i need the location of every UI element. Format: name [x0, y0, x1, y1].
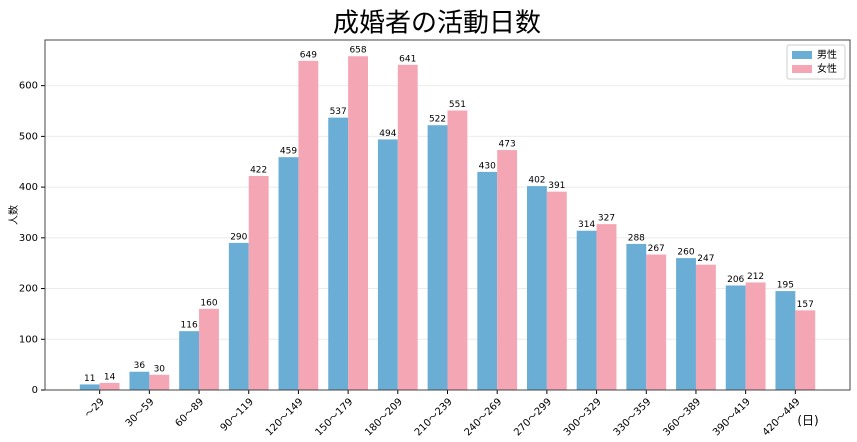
bar — [377, 139, 398, 390]
x-tick-label: 〜29 — [83, 396, 107, 420]
value-label: 473 — [499, 140, 516, 150]
bar — [199, 308, 219, 390]
value-label: 157 — [797, 300, 814, 310]
value-label: 247 — [697, 254, 714, 264]
bar — [427, 125, 448, 390]
x-tick-label: 90〜119 — [219, 396, 256, 433]
value-label: 36 — [134, 361, 146, 371]
bar — [695, 264, 716, 390]
x-tick-label: 150〜179 — [314, 396, 356, 438]
bar — [775, 291, 796, 390]
bar — [546, 191, 567, 390]
value-label: 658 — [349, 46, 366, 56]
value-label: 212 — [747, 272, 764, 282]
bar — [149, 374, 170, 390]
value-label: 314 — [578, 220, 595, 230]
bar — [527, 186, 547, 390]
y-tick-label: 600 — [19, 81, 38, 92]
legend-swatch — [792, 51, 812, 59]
plot-frame — [44, 39, 851, 391]
bar — [626, 243, 647, 390]
bar — [596, 224, 617, 390]
x-tick-label: 240〜269 — [463, 396, 505, 438]
bar — [248, 175, 269, 390]
bar — [179, 331, 200, 390]
x-tick-label: 420〜449 — [761, 396, 803, 438]
bar — [298, 60, 319, 391]
y-axis-label: 人数 — [7, 205, 20, 225]
x-annotation: (日) — [797, 414, 818, 428]
value-label: 116 — [181, 321, 198, 331]
y-tick-label: 400 — [19, 182, 38, 193]
value-label: 522 — [429, 115, 446, 125]
legend-swatch — [792, 65, 812, 73]
bar — [676, 258, 696, 390]
value-label: 30 — [154, 364, 166, 374]
y-tick-label: 200 — [19, 284, 38, 295]
value-label: 327 — [598, 214, 615, 224]
x-tick-label: 390〜419 — [711, 396, 753, 438]
value-label: 160 — [200, 298, 217, 308]
x-tick-label: 300〜329 — [562, 396, 604, 438]
value-label: 494 — [379, 129, 396, 139]
value-label: 537 — [330, 107, 347, 117]
bar — [397, 64, 418, 390]
value-label: 459 — [280, 147, 297, 157]
bar — [497, 150, 518, 390]
bar — [477, 171, 498, 390]
x-tick-label: 120〜149 — [264, 396, 306, 438]
legend-label: 男性 — [817, 48, 837, 61]
bar — [99, 382, 120, 390]
value-label: 267 — [648, 244, 665, 254]
bar — [348, 56, 368, 391]
x-tick-label: 30〜59 — [124, 396, 157, 429]
bar — [447, 110, 468, 390]
value-label: 391 — [548, 181, 565, 191]
x-tick-label: 180〜209 — [363, 396, 405, 438]
x-tick-label: 360〜389 — [661, 396, 703, 438]
bar — [725, 285, 746, 390]
value-label: 11 — [84, 374, 95, 384]
bar — [576, 230, 597, 390]
value-label: 402 — [528, 176, 545, 186]
chart-title: 成婚者の活動日数 — [333, 9, 541, 39]
x-tick-label: 60〜89 — [173, 396, 206, 429]
bar — [745, 282, 766, 390]
y-tick-label: 100 — [19, 334, 38, 345]
x-tick-label: 330〜359 — [612, 396, 654, 438]
value-label: 206 — [727, 275, 744, 285]
value-label: 14 — [104, 372, 116, 382]
bar — [795, 310, 816, 390]
bar — [278, 157, 299, 390]
value-label: 430 — [479, 161, 496, 171]
value-label: 288 — [628, 233, 645, 243]
value-label: 641 — [399, 54, 416, 64]
y-tick-label: 0 — [32, 385, 38, 396]
value-label: 422 — [250, 165, 267, 175]
value-label: 649 — [300, 50, 317, 60]
value-label: 195 — [777, 281, 794, 291]
bar — [646, 254, 667, 390]
value-label: 290 — [230, 232, 247, 242]
x-tick-label: 270〜299 — [512, 396, 554, 438]
value-label: 260 — [677, 248, 694, 258]
bar — [228, 242, 249, 390]
bar — [129, 371, 150, 390]
bar — [79, 384, 100, 390]
legend-label: 女性 — [817, 62, 837, 75]
x-tick-label: 210〜239 — [413, 396, 455, 438]
y-tick-label: 500 — [19, 131, 38, 142]
value-label: 551 — [449, 100, 466, 110]
bar — [328, 117, 349, 390]
y-tick-label: 300 — [19, 233, 38, 244]
